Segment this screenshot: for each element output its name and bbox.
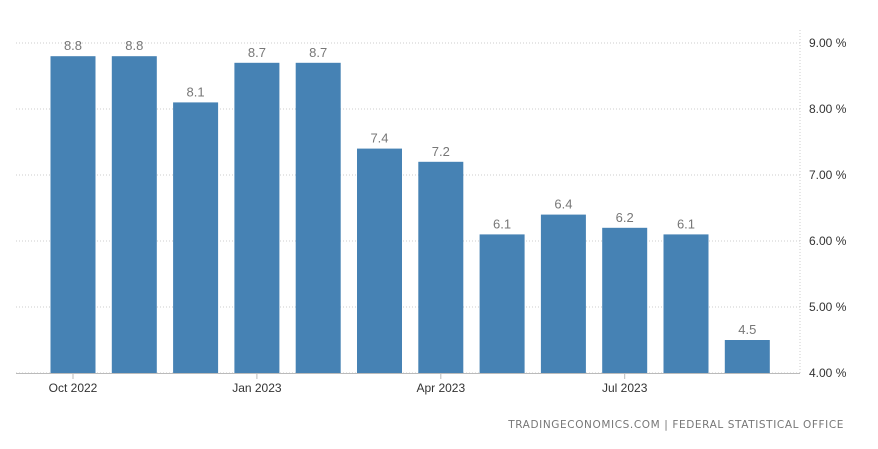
- data-label: 8.1: [187, 84, 205, 99]
- data-label: 6.1: [493, 216, 511, 231]
- y-tick-label: 8.00 %: [809, 102, 847, 116]
- y-tick-label: 6.00 %: [809, 234, 847, 248]
- bar: [295, 62, 341, 374]
- data-label: 7.2: [432, 144, 450, 159]
- bar: [418, 161, 464, 373]
- data-label: 7.4: [370, 131, 388, 146]
- bar: [234, 62, 280, 374]
- data-label: 8.8: [64, 38, 82, 53]
- bar: [479, 234, 525, 373]
- y-tick-label: 7.00 %: [809, 168, 847, 182]
- x-tick-label: Oct 2022: [49, 381, 98, 395]
- bar: [540, 214, 586, 373]
- data-label: 8.8: [125, 38, 143, 53]
- x-tick-label: Jan 2023: [232, 381, 282, 395]
- y-tick-label: 4.00 %: [809, 366, 847, 380]
- bar: [173, 102, 219, 374]
- bar: [602, 227, 648, 373]
- data-label: 6.2: [616, 210, 634, 225]
- data-label: 6.1: [677, 216, 695, 231]
- x-tick-label: Apr 2023: [416, 381, 465, 395]
- bar: [357, 148, 402, 373]
- y-tick-label: 9.00 %: [809, 36, 847, 50]
- data-label: 4.5: [738, 322, 756, 337]
- data-label: 6.4: [554, 197, 572, 212]
- data-label: 8.7: [309, 45, 327, 60]
- source-credit: TRADINGECONOMICS.COM | FEDERAL STATISTIC…: [508, 419, 844, 431]
- bar: [111, 56, 157, 373]
- data-label: 8.7: [248, 45, 266, 60]
- bar: [50, 56, 96, 373]
- y-tick-label: 5.00 %: [809, 300, 847, 314]
- x-tick-label: Jul 2023: [602, 381, 648, 395]
- bar: [663, 234, 709, 373]
- bar: [724, 340, 770, 373]
